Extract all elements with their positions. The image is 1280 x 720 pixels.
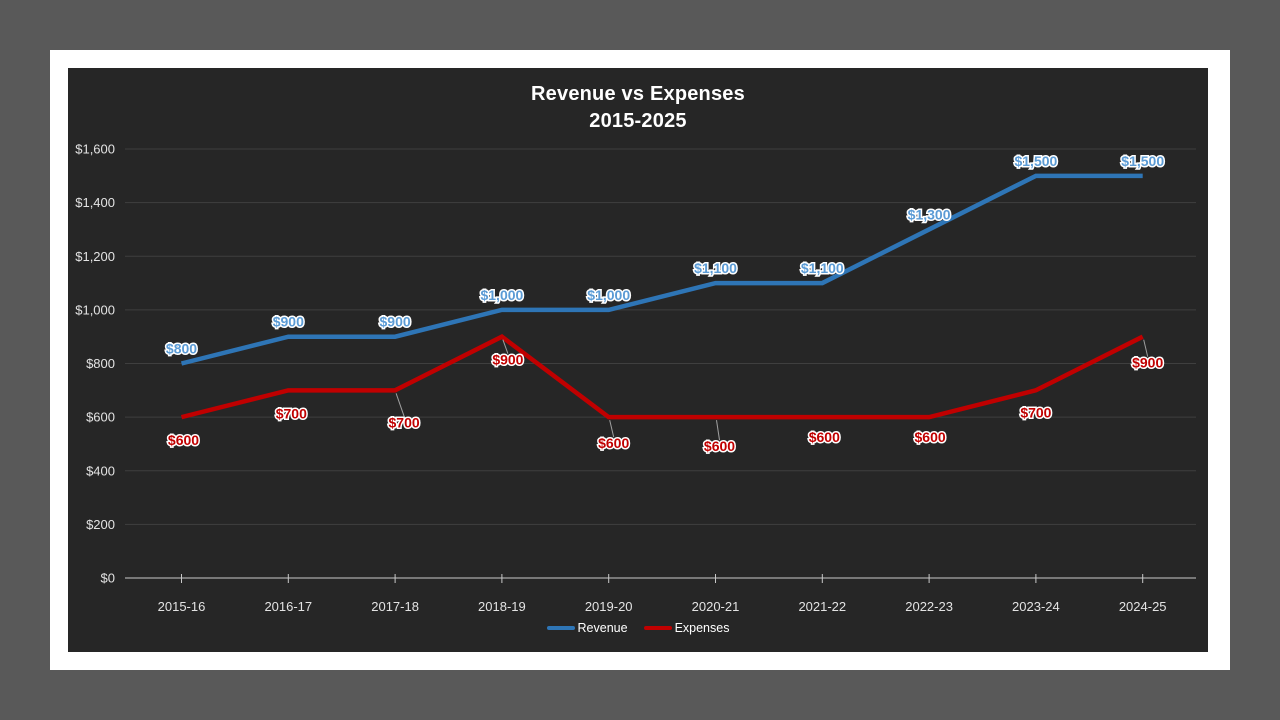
- x-axis-label: 2016-17: [264, 599, 312, 614]
- chart-area[interactable]: $0 $200 $400 $600 $800 $1,000 $1,200 $1,400 $1,6…: [68, 68, 1208, 652]
- expenses-data-label: $700: [1020, 404, 1051, 420]
- revenue-data-label: $1,000: [587, 287, 630, 303]
- y-axis-label: $400: [86, 463, 115, 478]
- x-axis-label: 2023-24: [1012, 599, 1060, 614]
- y-axis-label: $1,600: [75, 142, 115, 157]
- data-label-leader-line: [1143, 339, 1149, 357]
- x-axis-label: 2018-19: [478, 599, 526, 614]
- y-axis-label: $1,200: [75, 249, 115, 264]
- revenue-data-label: $1,000: [480, 287, 523, 303]
- x-axis-label: 2022-23: [905, 599, 953, 614]
- slide: $0 $200 $400 $600 $800 $1,000 $1,200 $1,400 $1,6…: [50, 50, 1230, 670]
- revenue-data-label: $1,300: [908, 206, 951, 222]
- data-label-leader-line: [716, 420, 720, 441]
- revenue-data-label: $900: [380, 314, 411, 330]
- x-axis-label: 2019-20: [585, 599, 633, 614]
- x-axis-label: 2015-16: [158, 599, 206, 614]
- expenses-data-label: $600: [598, 435, 629, 451]
- expenses-data-label: $600: [809, 429, 840, 445]
- revenue-series-line[interactable]: [180, 173, 1143, 366]
- x-axis-label: 2017-18: [371, 599, 419, 614]
- expenses-data-label: $600: [168, 432, 199, 448]
- x-axis-label: 2024-25: [1119, 599, 1167, 614]
- revenue-data-label: $900: [273, 314, 304, 330]
- revenue-data-label: $1,100: [801, 260, 844, 276]
- expenses-legend-swatch: [643, 625, 672, 631]
- y-axis-label: $200: [86, 517, 115, 532]
- chart-title-line2: 2015-2025: [589, 110, 687, 132]
- legend-item-revenue[interactable]: Revenue: [546, 621, 628, 635]
- data-label-leader-line: [395, 393, 405, 417]
- y-axis-label: $600: [86, 410, 115, 425]
- y-axis-label: $1,000: [75, 302, 115, 317]
- expenses-data-label: $600: [915, 429, 946, 445]
- data-label-leader-line: [502, 339, 509, 354]
- expenses-series-line[interactable]: [180, 334, 1144, 420]
- expenses-data-label: $600: [704, 438, 735, 454]
- data-label-leader-line: [609, 420, 615, 438]
- y-axis-label: $800: [86, 356, 115, 371]
- chart-title-line1: Revenue vs Expenses: [531, 83, 745, 105]
- expenses-data-label: $900: [1132, 355, 1163, 371]
- revenue-legend-label: Revenue: [577, 621, 628, 635]
- x-axis-label: 2021-22: [798, 599, 846, 614]
- revenue-data-label: $1,500: [1014, 153, 1057, 169]
- y-axis-label: $1,400: [75, 195, 115, 210]
- legend-item-expenses[interactable]: Expenses: [643, 621, 730, 635]
- legend: Revenue Expenses: [68, 621, 1208, 635]
- y-axis-label: $0: [101, 571, 115, 586]
- revenue-data-label: $1,100: [694, 260, 737, 276]
- chart-title: Revenue vs Expenses 2015-2025: [68, 81, 1208, 135]
- x-axis-label: 2020-21: [692, 599, 740, 614]
- plot-canvas: $0 $200 $400 $600 $800 $1,000 $1,200 $1,400 $1,6…: [75, 142, 1196, 614]
- revenue-legend-swatch: [546, 625, 575, 631]
- expenses-data-label: $700: [389, 414, 420, 430]
- expenses-data-label: $700: [276, 405, 307, 421]
- revenue-data-label: $1,500: [1121, 153, 1164, 169]
- expenses-data-label: $900: [492, 352, 523, 368]
- revenue-data-label: $800: [166, 341, 197, 357]
- expenses-legend-label: Expenses: [674, 621, 730, 635]
